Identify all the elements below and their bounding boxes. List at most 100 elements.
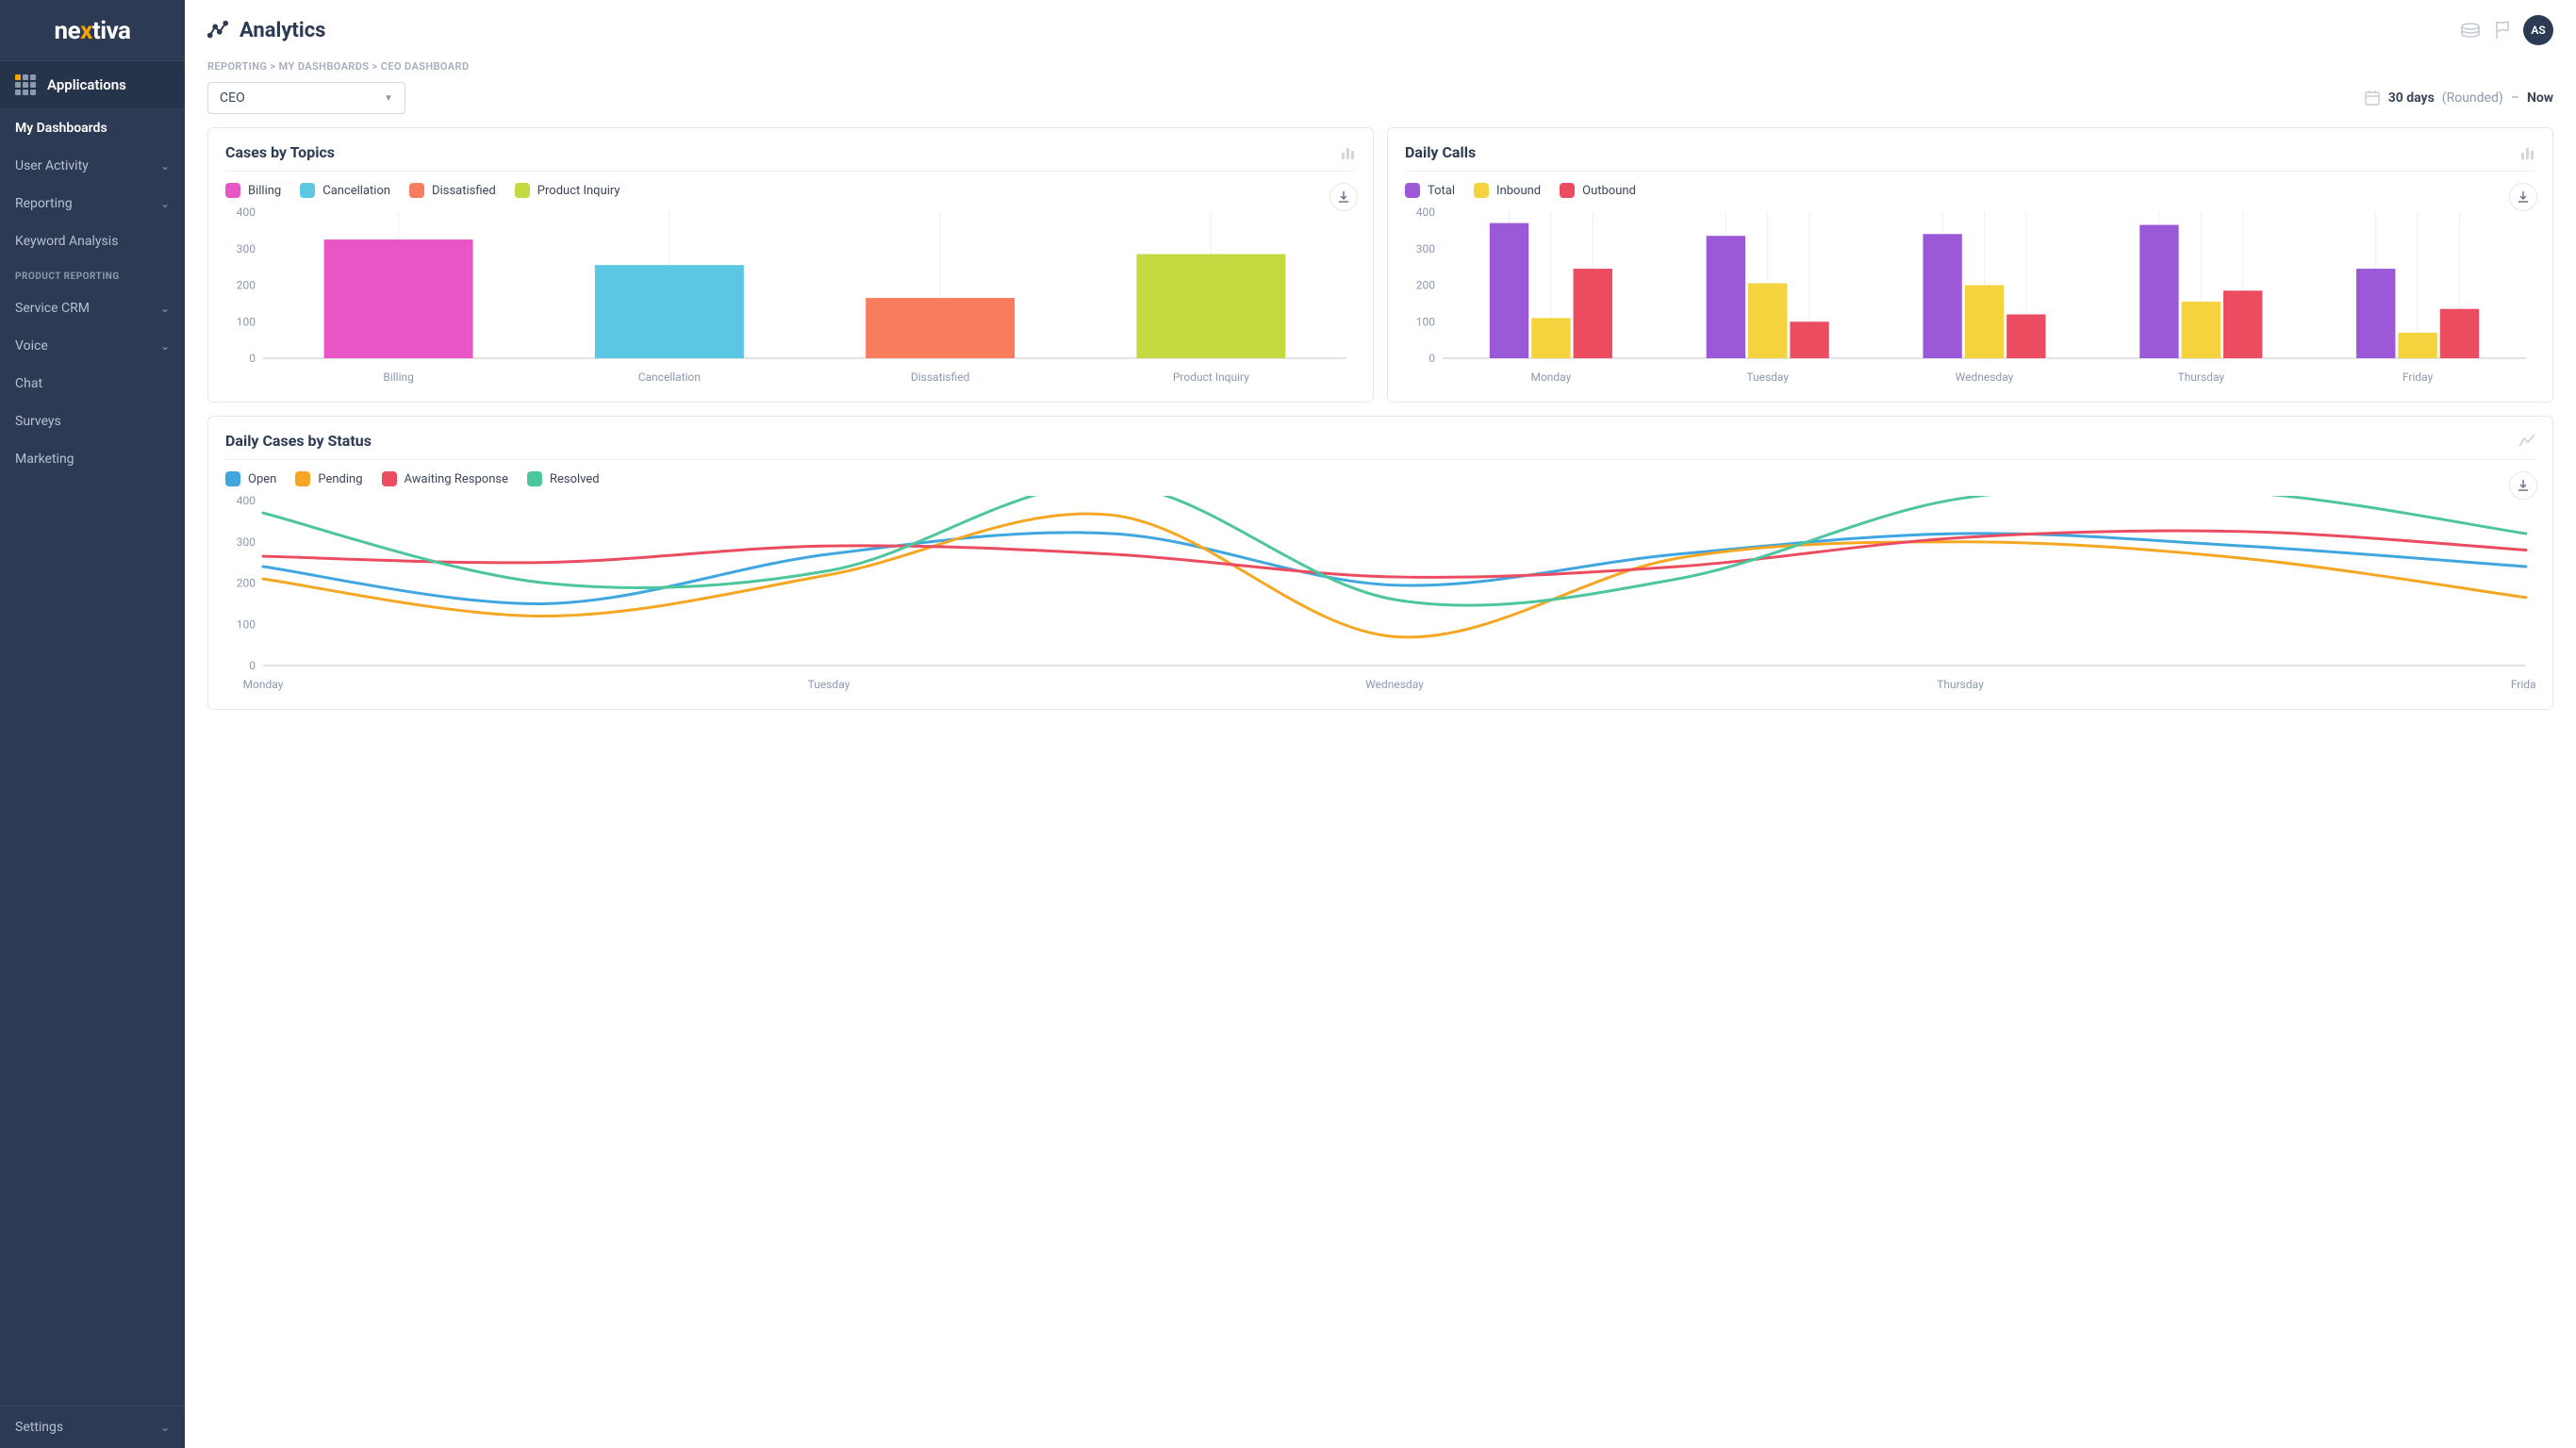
sidebar-item-label: Surveys [15,414,61,429]
svg-text:400: 400 [237,207,256,219]
svg-text:100: 100 [1416,315,1435,328]
legend-item[interactable]: Resolved [527,471,600,486]
sidebar-item-reporting[interactable]: Reporting ⌄ [0,185,185,222]
svg-text:Friday: Friday [2511,678,2535,691]
legend-swatch [1405,183,1420,198]
svg-text:Monday: Monday [243,678,284,691]
legend-item[interactable]: Pending [295,471,362,486]
svg-text:Tuesday: Tuesday [1746,370,1789,384]
brand-logo: nextiva [0,0,185,60]
sidebar-item-marketing[interactable]: Marketing [0,440,185,478]
svg-text:0: 0 [249,659,256,672]
svg-text:Thursday: Thursday [2178,370,2225,384]
range-now: Now [2527,90,2553,106]
range-sep: – [2511,90,2519,106]
sidebar-item-my-dashboards[interactable]: My Dashboards [0,109,185,147]
legend-swatch [382,471,397,486]
legend-item[interactable]: Total [1405,183,1455,198]
sidebar-item-settings[interactable]: Settings ⌄ [0,1406,185,1448]
legend-item[interactable]: Product Inquiry [515,183,620,198]
svg-text:300: 300 [237,242,256,255]
svg-text:200: 200 [237,577,256,590]
svg-text:Product Inquiry: Product Inquiry [1173,370,1249,384]
svg-text:200: 200 [237,279,256,292]
range-value: 30 days [2388,90,2435,106]
calendar-icon [2364,90,2381,107]
avatar-initials: AS [2531,24,2545,37]
page-title: Analytics [239,19,325,42]
chevron-down-icon: ⌄ [160,302,170,315]
legend-item[interactable]: Dissatisfied [409,183,496,198]
card-title: Daily Cases by Status [225,432,372,450]
legend-swatch [225,471,240,486]
sidebar-item-label: Service CRM [15,301,90,316]
bar-chart-icon[interactable] [2520,145,2535,160]
sidebar-item-keyword-analysis[interactable]: Keyword Analysis [0,222,185,260]
svg-text:Wednesday: Wednesday [1365,678,1424,691]
sidebar-item-user-activity[interactable]: User Activity⌄ [0,147,185,185]
date-range[interactable]: 30 days (Rounded) – Now [2364,90,2553,107]
legend-item[interactable]: Outbound [1560,183,1636,198]
legend-swatch [1560,183,1575,198]
legend-label: Open [248,472,276,486]
stack-icon[interactable] [2459,21,2482,40]
chevron-down-icon: ⌄ [160,197,170,210]
legend-label: Dissatisfied [432,184,496,198]
topbar: Analytics AS [185,0,2576,60]
legend-item[interactable]: Open [225,471,276,486]
range-mode: (Rounded) [2442,90,2503,106]
svg-text:300: 300 [237,535,256,549]
avatar[interactable]: AS [2523,15,2553,45]
chevron-down-icon: ⌄ [160,1421,170,1434]
svg-text:Dissatisfied: Dissatisfied [911,370,970,384]
legend-label: Cancellation [322,184,390,198]
dashboard-select[interactable]: CEO ▼ [207,82,405,114]
nav-section-heading: PRODUCT REPORTING [0,260,185,289]
legend-swatch [409,183,424,198]
flag-icon[interactable] [2493,20,2512,41]
svg-text:Cancellation: Cancellation [638,370,701,384]
legend-item[interactable]: Awaiting Response [382,471,509,486]
legend-item[interactable]: Cancellation [300,183,390,198]
legend-label: Total [1428,184,1455,198]
legend-swatch [225,183,240,198]
svg-text:400: 400 [1416,207,1435,219]
apps-grid-icon [15,74,36,95]
sidebar-item-chat[interactable]: Chat [0,365,185,403]
card-daily-calls: Daily Calls TotalInboundOutbound 0100200… [1387,127,2553,403]
svg-text:Thursday: Thursday [1937,678,1984,691]
sidebar-item-voice[interactable]: Voice⌄ [0,327,185,365]
svg-text:100: 100 [237,315,256,328]
bar-chart-icon[interactable] [1341,145,1356,160]
legend-swatch [300,183,315,198]
legend-item[interactable]: Billing [225,183,281,198]
sidebar-item-label: Chat [15,376,42,391]
legend-item[interactable]: Inbound [1474,183,1541,198]
dashboard-select-value: CEO [220,90,245,106]
sidebar-item-label: User Activity [15,158,89,173]
sidebar: nextiva Applications My Dashboards User A… [0,0,185,1448]
sidebar-item-label: Reporting [15,196,73,211]
legend-swatch [515,183,530,198]
chevron-down-icon: ⌄ [160,339,170,353]
sidebar-item-service-crm[interactable]: Service CRM ⌄ [0,289,185,327]
card-cases-by-topics: Cases by Topics Billing Cancellation Dissa… [207,127,1374,403]
card-title: Cases by Topics [225,143,335,161]
card-title: Daily Calls [1405,143,1476,161]
legend-label: Resolved [550,472,600,486]
svg-text:100: 100 [237,617,256,631]
settings-label: Settings [15,1420,63,1435]
line-chart-icon[interactable] [2518,434,2535,449]
legend-label: Billing [248,184,281,198]
sidebar-item-surveys[interactable]: Surveys [0,403,185,440]
svg-text:300: 300 [1416,242,1435,255]
applications-button[interactable]: Applications [0,60,185,109]
sidebar-item-label: My Dashboards [15,121,107,136]
svg-text:0: 0 [249,352,256,365]
legend-label: Inbound [1496,184,1541,198]
svg-text:0: 0 [1428,352,1435,365]
svg-text:Friday: Friday [2403,370,2434,384]
svg-text:Monday: Monday [1530,370,1571,384]
legend-swatch [1474,183,1489,198]
sidebar-item-label: Marketing [15,452,74,467]
